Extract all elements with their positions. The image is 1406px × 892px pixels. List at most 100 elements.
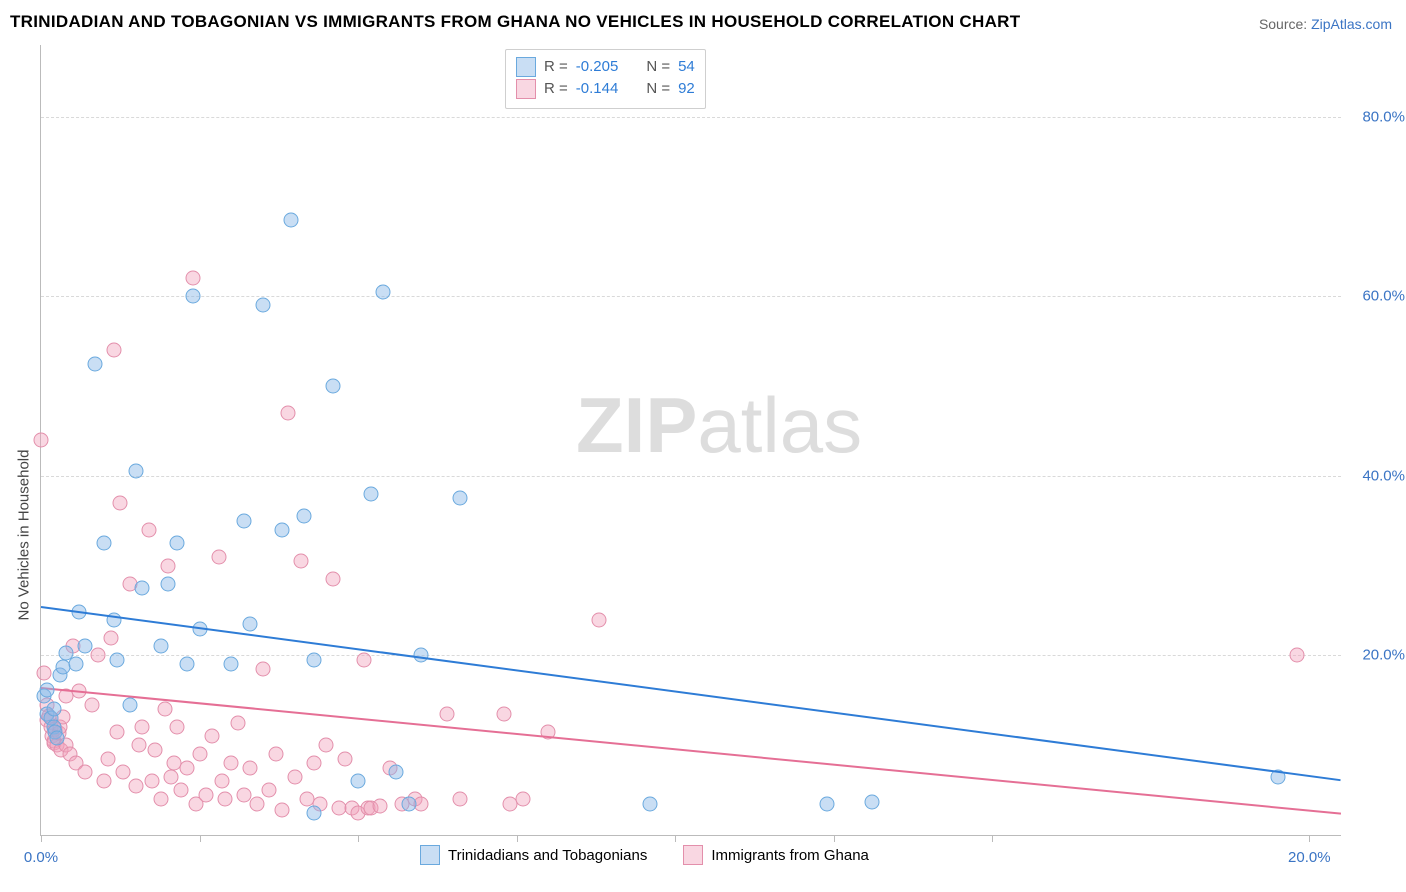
data-point-s2: [211, 549, 226, 564]
data-point-s2: [274, 802, 289, 817]
data-point-s2: [170, 720, 185, 735]
trend-line-s1: [41, 606, 1341, 781]
source-link[interactable]: ZipAtlas.com: [1311, 16, 1392, 32]
data-point-s1: [452, 491, 467, 506]
y-tick-label: 60.0%: [1362, 288, 1405, 305]
data-point-s1: [642, 796, 657, 811]
data-point-s1: [68, 656, 83, 671]
data-point-s1: [363, 486, 378, 501]
data-point-s2: [97, 774, 112, 789]
data-point-s2: [186, 271, 201, 286]
data-point-s2: [217, 792, 232, 807]
data-point-s2: [1289, 648, 1304, 663]
data-point-s1: [170, 536, 185, 551]
data-point-s2: [230, 715, 245, 730]
data-point-s1: [401, 796, 416, 811]
correlation-row-series1: R = -0.205 N = 54: [516, 56, 695, 78]
data-point-s2: [281, 406, 296, 421]
data-point-s1: [110, 652, 125, 667]
data-point-s1: [186, 289, 201, 304]
data-point-s2: [106, 343, 121, 358]
data-point-s1: [243, 617, 258, 632]
data-point-s2: [205, 729, 220, 744]
corr-n-value-series2: 92: [678, 78, 695, 100]
data-point-s1: [351, 774, 366, 789]
x-tick: [992, 835, 993, 842]
corr-n-label: N =: [646, 78, 670, 100]
data-point-s1: [46, 702, 61, 717]
y-axis-label: No Vehicles in Household: [16, 450, 33, 621]
corr-n-value-series1: 54: [678, 56, 695, 78]
data-point-s1: [49, 731, 64, 746]
data-point-s1: [179, 657, 194, 672]
data-point-s2: [319, 738, 334, 753]
scatter-plot: ZIPatlas 20.0%40.0%60.0%80.0%0.0%20.0%: [40, 45, 1341, 836]
data-point-s2: [157, 702, 172, 717]
data-point-s1: [160, 576, 175, 591]
series1-swatch: [420, 845, 440, 865]
data-point-s1: [135, 581, 150, 596]
data-point-s1: [376, 284, 391, 299]
corr-r-value-series1: -0.205: [576, 56, 619, 78]
data-point-s2: [116, 765, 131, 780]
chart-title: TRINIDADIAN AND TOBAGONIAN VS IMMIGRANTS…: [10, 12, 1020, 32]
data-point-s1: [129, 464, 144, 479]
data-point-s2: [179, 760, 194, 775]
data-point-s2: [91, 648, 106, 663]
corr-r-label: R =: [544, 78, 568, 100]
data-point-s2: [243, 760, 258, 775]
grid-line: [41, 296, 1341, 297]
correlation-legend: R = -0.205 N = 54 R = -0.144 N = 92: [505, 49, 706, 109]
data-point-s2: [78, 765, 93, 780]
data-point-s2: [452, 792, 467, 807]
data-point-s2: [173, 783, 188, 798]
data-point-s2: [164, 769, 179, 784]
data-point-s2: [148, 742, 163, 757]
watermark: ZIPatlas: [576, 380, 862, 471]
x-tick: [1309, 835, 1310, 842]
data-point-s1: [78, 639, 93, 654]
series2-swatch: [683, 845, 703, 865]
data-point-s2: [34, 433, 49, 448]
data-point-s2: [113, 495, 128, 510]
data-point-s2: [135, 720, 150, 735]
x-tick: [41, 835, 42, 842]
corr-n-label: N =: [646, 56, 670, 78]
y-tick-label: 40.0%: [1362, 467, 1405, 484]
data-point-s2: [141, 522, 156, 537]
series1-swatch: [516, 57, 536, 77]
data-point-s2: [357, 652, 372, 667]
data-point-s2: [373, 799, 388, 814]
data-point-s2: [294, 554, 309, 569]
grid-line: [41, 655, 1341, 656]
x-tick-label: 20.0%: [1288, 849, 1331, 866]
legend-item-series2: Immigrants from Ghana: [683, 845, 869, 865]
data-point-s2: [306, 756, 321, 771]
data-point-s2: [249, 796, 264, 811]
x-tick-label: 0.0%: [24, 849, 58, 866]
data-point-s1: [274, 522, 289, 537]
data-point-s2: [132, 738, 147, 753]
series-legend: Trinidadians and Tobagonians Immigrants …: [420, 845, 869, 865]
data-point-s1: [224, 657, 239, 672]
data-point-s2: [214, 774, 229, 789]
data-point-s2: [84, 697, 99, 712]
data-point-s2: [287, 769, 302, 784]
data-point-s1: [389, 765, 404, 780]
data-point-s2: [129, 778, 144, 793]
data-point-s1: [122, 697, 137, 712]
data-point-s2: [192, 747, 207, 762]
data-point-s1: [97, 536, 112, 551]
data-point-s1: [255, 298, 270, 313]
data-point-s2: [224, 756, 239, 771]
grid-line: [41, 117, 1341, 118]
data-point-s2: [144, 774, 159, 789]
data-point-s1: [306, 805, 321, 820]
data-point-s2: [198, 787, 213, 802]
watermark-bold: ZIP: [576, 381, 697, 469]
data-point-s2: [439, 706, 454, 721]
series1-name: Trinidadians and Tobagonians: [448, 847, 647, 864]
correlation-row-series2: R = -0.144 N = 92: [516, 78, 695, 100]
x-tick: [834, 835, 835, 842]
data-point-s2: [268, 747, 283, 762]
